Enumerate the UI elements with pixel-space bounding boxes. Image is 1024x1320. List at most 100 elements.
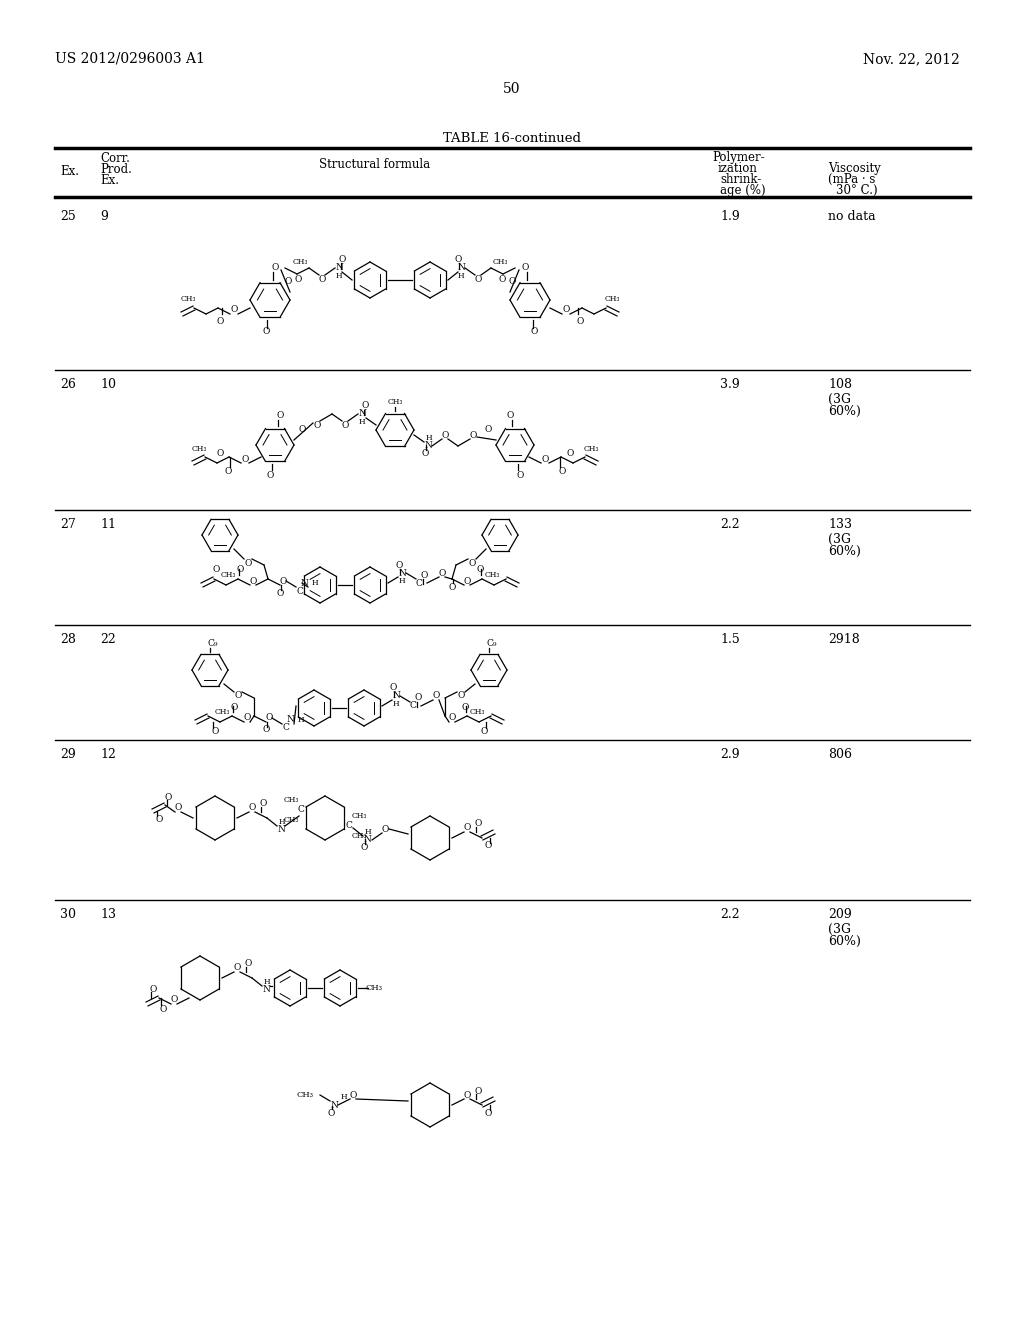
Text: CH₃: CH₃ — [484, 572, 500, 579]
Text: O: O — [484, 425, 492, 433]
Text: O: O — [558, 466, 565, 475]
Text: O: O — [474, 1086, 481, 1096]
Text: O: O — [455, 255, 462, 264]
Text: 29: 29 — [60, 748, 76, 762]
Text: O: O — [341, 421, 349, 429]
Text: O: O — [160, 1006, 167, 1015]
Text: O: O — [234, 692, 242, 701]
Text: O: O — [562, 305, 569, 314]
Text: 806: 806 — [828, 748, 852, 762]
Text: O: O — [381, 825, 389, 833]
Text: 9: 9 — [100, 210, 108, 223]
Text: CH₃: CH₃ — [493, 257, 508, 267]
Text: CH₃: CH₃ — [297, 1092, 313, 1100]
Text: Prod.: Prod. — [100, 162, 132, 176]
Text: N: N — [392, 692, 400, 701]
Text: H: H — [336, 272, 342, 280]
Text: ization: ization — [718, 162, 758, 176]
Text: TABLE 16-continued: TABLE 16-continued — [443, 132, 581, 145]
Text: O: O — [462, 702, 469, 711]
Text: O: O — [262, 726, 269, 734]
Text: no data: no data — [828, 210, 876, 223]
Text: CH₃: CH₃ — [584, 445, 599, 453]
Text: 108: 108 — [828, 378, 852, 391]
Text: age (%): age (%) — [720, 183, 766, 197]
Text: 50: 50 — [503, 82, 521, 96]
Text: 12: 12 — [100, 748, 116, 762]
Text: O: O — [259, 800, 266, 808]
Text: Polymer-: Polymer- — [712, 150, 765, 164]
Text: O: O — [530, 327, 538, 337]
Text: O: O — [298, 425, 306, 433]
Text: O: O — [566, 450, 573, 458]
Text: O: O — [499, 276, 506, 285]
Text: 28: 28 — [60, 634, 76, 645]
Text: 60%): 60%) — [828, 545, 861, 558]
Text: O: O — [338, 255, 346, 264]
Text: O: O — [244, 714, 251, 722]
Text: O: O — [361, 401, 369, 411]
Text: O: O — [577, 317, 584, 326]
Text: H: H — [264, 978, 270, 986]
Text: (3G: (3G — [828, 533, 851, 546]
Text: 2.2: 2.2 — [720, 517, 739, 531]
Text: (3G: (3G — [828, 923, 851, 936]
Text: O: O — [233, 964, 241, 973]
Text: C: C — [298, 805, 304, 814]
Text: N: N — [300, 578, 308, 587]
Text: O: O — [484, 842, 492, 850]
Text: 60%): 60%) — [828, 935, 861, 948]
Text: 13: 13 — [100, 908, 116, 921]
Text: O: O — [313, 421, 321, 429]
Text: O: O — [389, 684, 396, 693]
Text: O: O — [449, 583, 456, 593]
Text: O: O — [211, 727, 219, 737]
Text: 3.9: 3.9 — [720, 378, 739, 391]
Text: O: O — [216, 317, 223, 326]
Text: O: O — [438, 569, 445, 578]
Text: 1.9: 1.9 — [720, 210, 739, 223]
Text: N: N — [262, 986, 270, 994]
Text: O: O — [249, 577, 257, 586]
Text: CH₃: CH₃ — [292, 257, 307, 267]
Text: O: O — [174, 804, 181, 813]
Text: H: H — [311, 579, 318, 587]
Text: O: O — [280, 577, 287, 586]
Text: CH₃: CH₃ — [214, 708, 229, 715]
Text: O: O — [458, 692, 465, 701]
Text: O: O — [262, 327, 269, 337]
Text: 2.9: 2.9 — [720, 748, 739, 762]
Text: O: O — [164, 792, 172, 801]
Text: O: O — [469, 430, 477, 440]
Text: N: N — [330, 1101, 338, 1110]
Text: H: H — [298, 715, 304, 723]
Text: H: H — [458, 272, 464, 280]
Text: 22: 22 — [100, 634, 116, 645]
Text: 133: 133 — [828, 517, 852, 531]
Text: O: O — [441, 430, 449, 440]
Text: O: O — [349, 1090, 356, 1100]
Text: O: O — [463, 1090, 471, 1100]
Text: O: O — [463, 824, 471, 833]
Text: 27: 27 — [60, 517, 76, 531]
Text: O: O — [150, 986, 157, 994]
Text: Structural formula: Structural formula — [319, 158, 430, 172]
Text: O: O — [484, 1109, 492, 1118]
Text: US 2012/0296003 A1: US 2012/0296003 A1 — [55, 51, 205, 66]
Text: O: O — [224, 466, 231, 475]
Text: O: O — [212, 565, 220, 573]
Text: O: O — [506, 411, 514, 420]
Text: H: H — [279, 818, 286, 826]
Text: C₉: C₉ — [486, 639, 498, 648]
Text: N: N — [335, 264, 343, 272]
Text: CH₃: CH₃ — [180, 294, 196, 304]
Text: O: O — [276, 589, 284, 598]
Text: C: C — [297, 586, 303, 595]
Text: O: O — [508, 277, 516, 286]
Text: O: O — [318, 275, 326, 284]
Text: O: O — [328, 1109, 335, 1118]
Text: O: O — [294, 276, 302, 285]
Text: H: H — [341, 1093, 347, 1101]
Text: 60%): 60%) — [828, 405, 861, 418]
Text: O: O — [516, 470, 523, 479]
